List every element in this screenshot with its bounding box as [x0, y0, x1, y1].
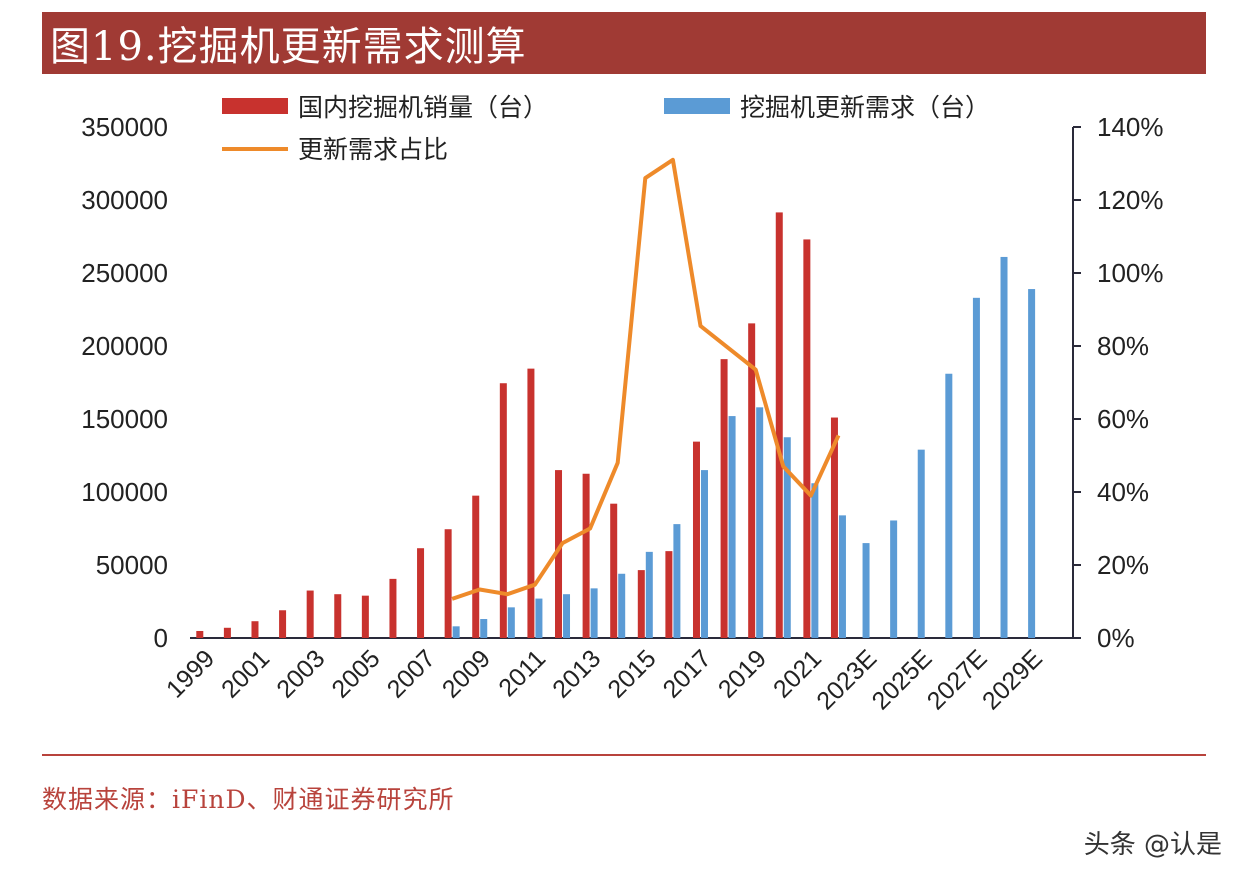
renewal-bar: [452, 626, 460, 638]
legend-label-ratio: 更新需求占比: [298, 136, 448, 164]
renewal-bar: [700, 470, 708, 638]
sales-bar: [720, 359, 728, 638]
x-tick-label: 2009: [437, 644, 496, 703]
right-tick-label: 60%: [1097, 404, 1149, 434]
renewal-bar: [811, 483, 819, 638]
x-tick-label: 2019: [713, 644, 772, 703]
sales-bar: [830, 417, 838, 638]
x-tick-label: 2013: [547, 644, 606, 703]
renewal-bar: [535, 598, 543, 638]
renewal-bar: [756, 407, 764, 638]
right-tick-label: 80%: [1097, 331, 1149, 361]
sales-bar: [223, 627, 231, 638]
sales-bar: [803, 239, 811, 639]
renewal-bar: [1028, 289, 1036, 638]
sales-bar: [334, 594, 342, 638]
sales-bar: [665, 551, 673, 638]
renewal-bar: [1000, 256, 1008, 638]
renewal-bar: [480, 619, 488, 638]
legend-swatch-sales: [222, 98, 288, 114]
sales-bar: [279, 610, 287, 638]
renewal-bar: [728, 416, 736, 638]
renewal-bar: [673, 524, 681, 638]
renewal-bar: [563, 594, 571, 638]
x-tick-label: 1999: [161, 644, 220, 703]
x-tick-label: 2015: [602, 644, 661, 703]
x-tick-label: 2005: [326, 644, 385, 703]
sales-bar: [417, 548, 425, 638]
sales-bar: [775, 212, 783, 638]
sales-bar: [527, 368, 535, 638]
sales-bar: [748, 323, 756, 638]
chart-title: 图19.挖掘机更新需求测算: [50, 24, 527, 70]
data-source: 数据来源：iFinD、财通证券研究所: [42, 785, 455, 814]
right-tick-label: 20%: [1097, 550, 1149, 580]
sales-bar: [555, 470, 563, 638]
x-tick-label: 2029E: [977, 644, 1048, 715]
renewal-bar: [862, 543, 870, 638]
right-tick-label: 120%: [1097, 185, 1164, 215]
right-tick-label: 0%: [1097, 623, 1135, 653]
x-tick-label: 2017: [658, 644, 717, 703]
renewal-bar: [783, 437, 791, 638]
left-tick-label: 50000: [96, 550, 168, 580]
right-tick-label: 140%: [1097, 112, 1164, 142]
left-tick-label: 0: [154, 623, 168, 653]
chart-title-bar: 图19.挖掘机更新需求测算: [42, 12, 1206, 74]
sales-bar: [444, 529, 452, 638]
sales-bar: [582, 473, 590, 638]
x-tick-label: 2003: [271, 644, 330, 703]
left-tick-label: 100000: [81, 477, 168, 507]
x-tick-label: 2023E: [811, 644, 882, 715]
renewal-bar: [507, 607, 515, 638]
right-tick-label: 40%: [1097, 477, 1149, 507]
left-tick-label: 300000: [81, 185, 168, 215]
left-tick-label: 350000: [81, 112, 168, 142]
sales-bar: [472, 495, 480, 638]
sales-bar: [196, 630, 204, 638]
sales-bar: [389, 578, 397, 638]
legend-swatch-renewal: [664, 98, 730, 114]
x-tick-label: 2025E: [867, 644, 938, 715]
sales-bar: [251, 621, 259, 638]
watermark: 头条 @认是: [1083, 830, 1222, 860]
renewal-bar: [590, 588, 598, 638]
renewal-bar: [890, 520, 898, 638]
sales-bar: [610, 503, 618, 638]
renewal-bar: [618, 573, 626, 638]
legend-label-renewal: 挖掘机更新需求（台）: [740, 94, 990, 122]
left-tick-label: 200000: [81, 331, 168, 361]
x-tick-label: 2001: [216, 644, 275, 703]
renewal-bar: [917, 449, 925, 638]
sales-bar: [361, 595, 369, 638]
left-tick-label: 250000: [81, 258, 168, 288]
legend-label-sales: 国内挖掘机销量（台）: [298, 94, 548, 122]
x-tick-label: 2027E: [922, 644, 993, 715]
renewal-bar: [838, 515, 846, 638]
x-tick-label: 2011: [493, 644, 551, 702]
sales-bar: [499, 383, 507, 638]
sales-bar: [306, 590, 314, 638]
right-tick-label: 100%: [1097, 258, 1164, 288]
left-tick-label: 150000: [81, 404, 168, 434]
sales-bar: [637, 570, 645, 638]
sales-bar: [692, 441, 700, 638]
renewal-bar: [645, 551, 653, 638]
renewal-bar: [972, 297, 980, 638]
footer-divider: [42, 754, 1206, 756]
renewal-bar: [945, 373, 953, 638]
ratio-line: [451, 157, 841, 601]
x-tick-label: 2007: [382, 644, 441, 703]
